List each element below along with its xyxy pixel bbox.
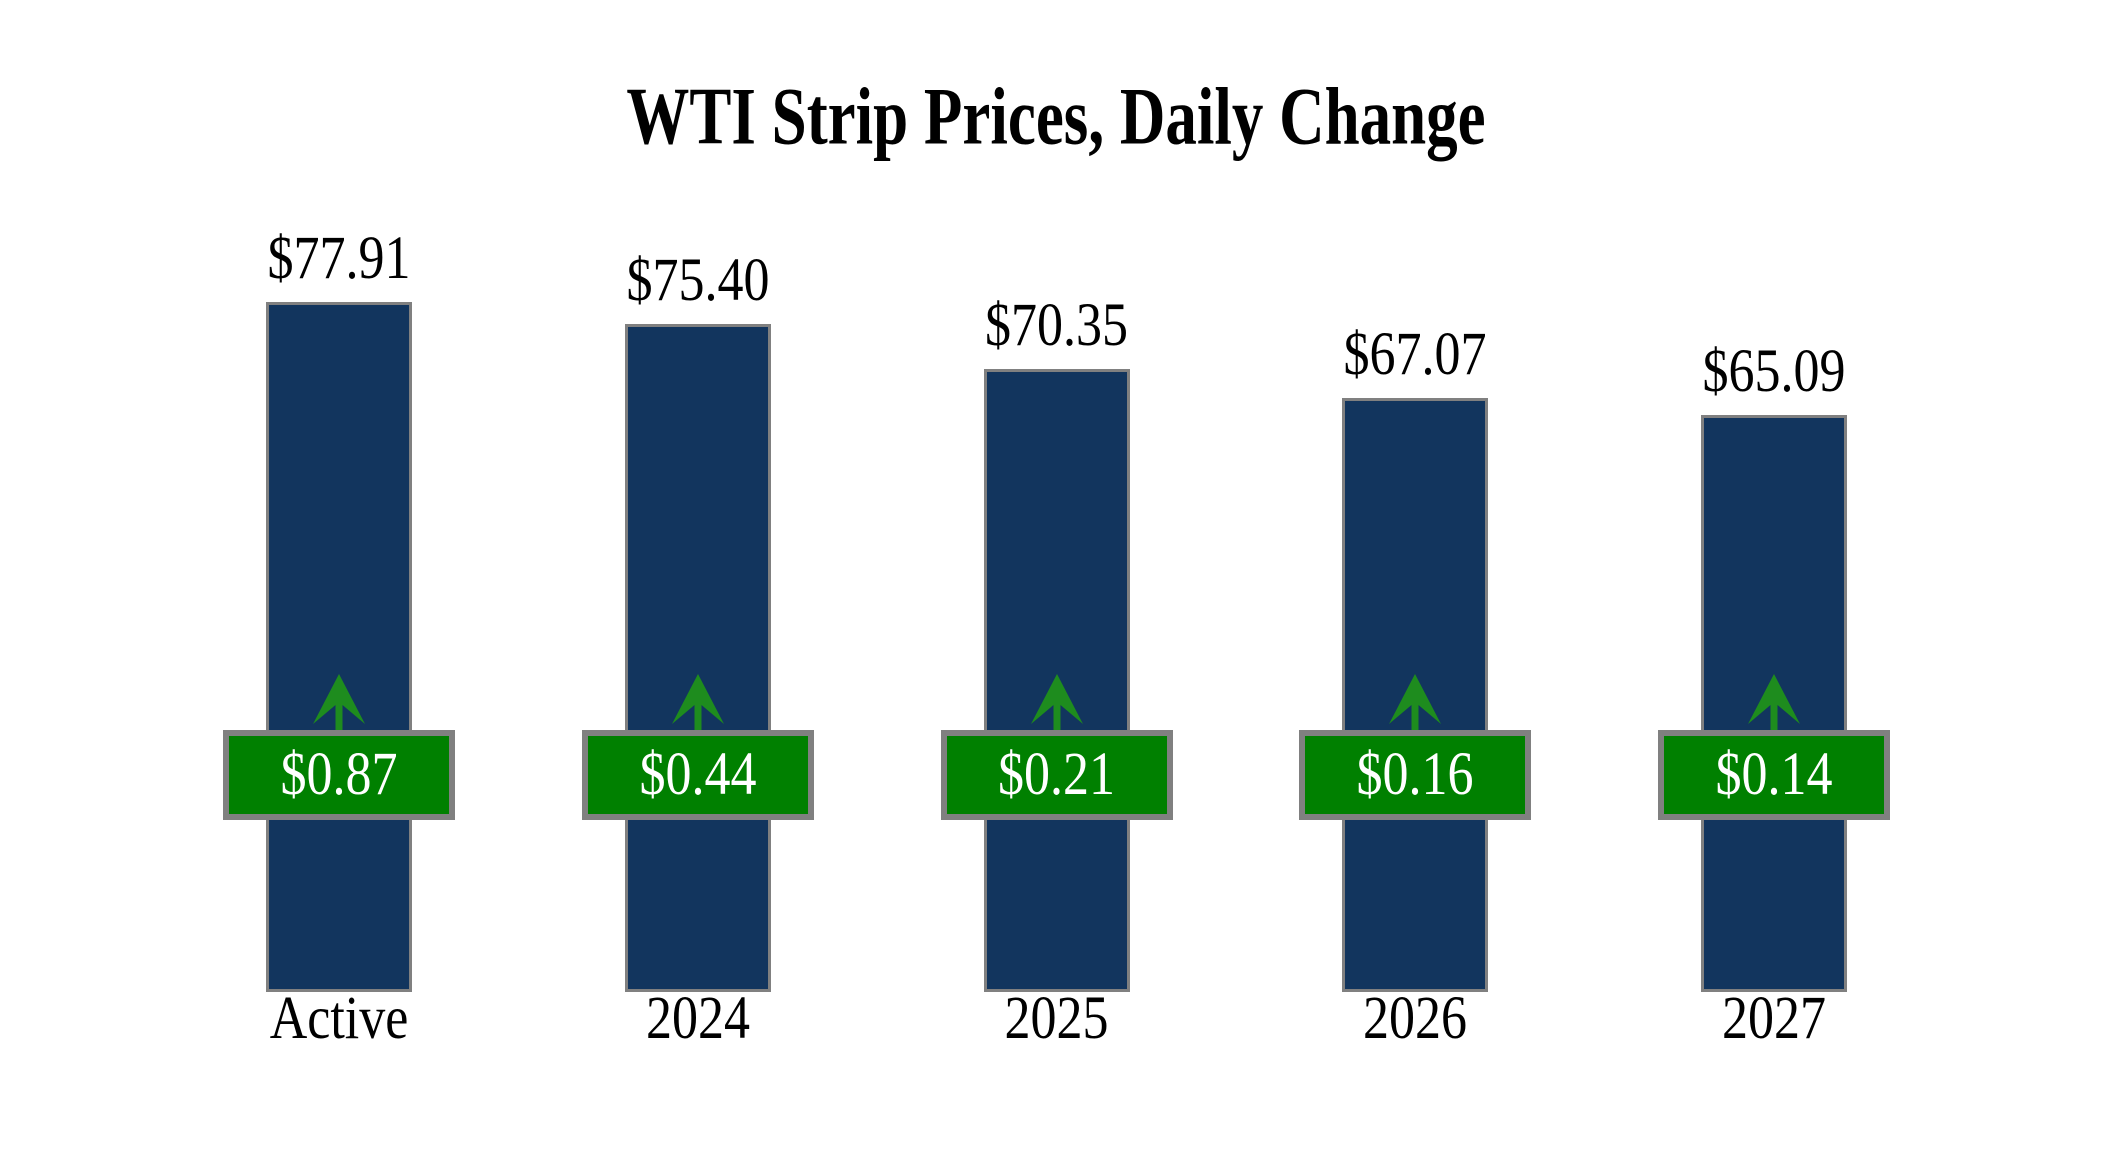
up-arrow-icon [1389,674,1441,730]
category-label: 2027 [1722,985,1826,1053]
price-label: $70.35 [985,292,1128,360]
category-label: 2026 [1363,985,1467,1053]
price-label: $75.40 [626,247,770,315]
price-label: $77.91 [267,225,411,293]
change-badge: $0.44 [582,730,814,820]
bar [266,302,412,992]
change-badge-label: $0.14 [1715,740,1833,809]
change-badge: $0.87 [223,730,455,820]
change-badge-label: $0.16 [1356,740,1474,809]
price-label: $65.09 [1702,338,1846,406]
chart-title: WTI Strip Prices, Daily Change [0,75,2112,158]
category-label: 2024 [646,985,750,1053]
change-badge-label: $0.21 [998,740,1115,809]
up-arrow-icon [672,674,724,730]
up-arrow-icon [313,674,365,730]
category-label: Active [269,985,409,1053]
bar [625,324,771,992]
change-badge: $0.16 [1299,730,1531,820]
up-arrow-icon [1748,674,1800,730]
change-badge-label: $0.44 [639,740,757,809]
change-badge-label: $0.87 [280,740,398,809]
change-badge: $0.21 [940,730,1173,820]
price-label: $67.07 [1343,321,1487,389]
chart-title-text: WTI Strip Prices, Daily Change [626,70,1486,162]
change-badge: $0.14 [1658,730,1890,820]
category-label: 2025 [1004,985,1109,1053]
bar [1342,398,1488,992]
up-arrow-icon [1030,674,1083,730]
